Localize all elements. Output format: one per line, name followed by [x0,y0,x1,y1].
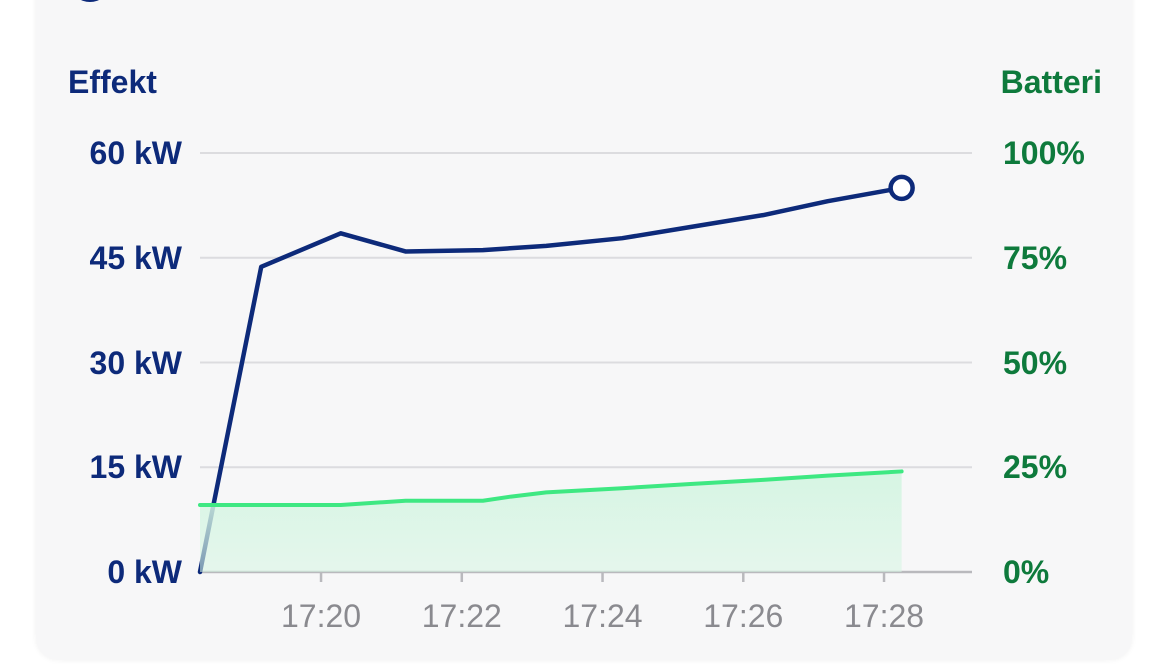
battery-area-fill [200,471,902,572]
left-axis-title: Effekt [68,64,157,100]
right-tick-label: 75% [1003,239,1068,276]
right-tick-label: 50% [1003,344,1068,381]
x-tick-label: 17:22 [421,598,502,634]
left-tick-label: 45 kW [89,239,182,276]
battery-series-line [198,469,904,507]
right-axis-title: Batteri [1000,64,1102,100]
left-tick-label: 30 kW [89,344,182,381]
power-end-marker [888,174,915,202]
right-tick-label: 25% [1003,449,1068,486]
left-tick-label: 15 kW [89,449,182,486]
x-tick-label: 17:24 [562,598,643,634]
left-tick-label: 60 kW [89,135,182,171]
x-tick-label: 17:26 [703,598,784,634]
x-tick-label: 17:20 [280,598,362,634]
left-tick-label: 0 kW [107,554,182,590]
right-tick-label: 0% [1003,554,1050,590]
right-tick-label: 100% [1003,135,1085,171]
x-tick-label: 17:28 [843,598,925,634]
